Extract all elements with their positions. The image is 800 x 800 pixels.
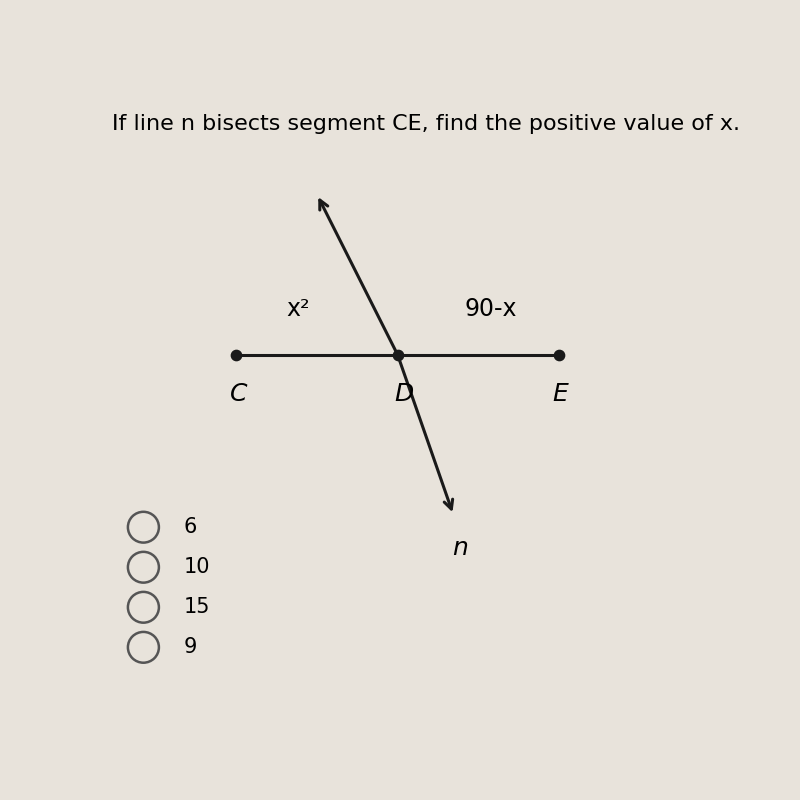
Text: 90-x: 90-x xyxy=(464,297,517,321)
Point xyxy=(230,348,243,361)
Text: C: C xyxy=(230,382,248,406)
Text: If line n bisects segment CE, find the positive value of x.: If line n bisects segment CE, find the p… xyxy=(112,114,741,134)
Text: E: E xyxy=(553,382,568,406)
Point xyxy=(391,348,404,361)
Text: 15: 15 xyxy=(184,598,210,618)
Text: 10: 10 xyxy=(184,558,210,578)
Text: x²: x² xyxy=(286,297,310,321)
Point xyxy=(552,348,565,361)
Text: 9: 9 xyxy=(184,638,197,658)
Text: n: n xyxy=(452,537,467,561)
Text: D: D xyxy=(394,382,414,406)
Text: 6: 6 xyxy=(184,518,197,538)
